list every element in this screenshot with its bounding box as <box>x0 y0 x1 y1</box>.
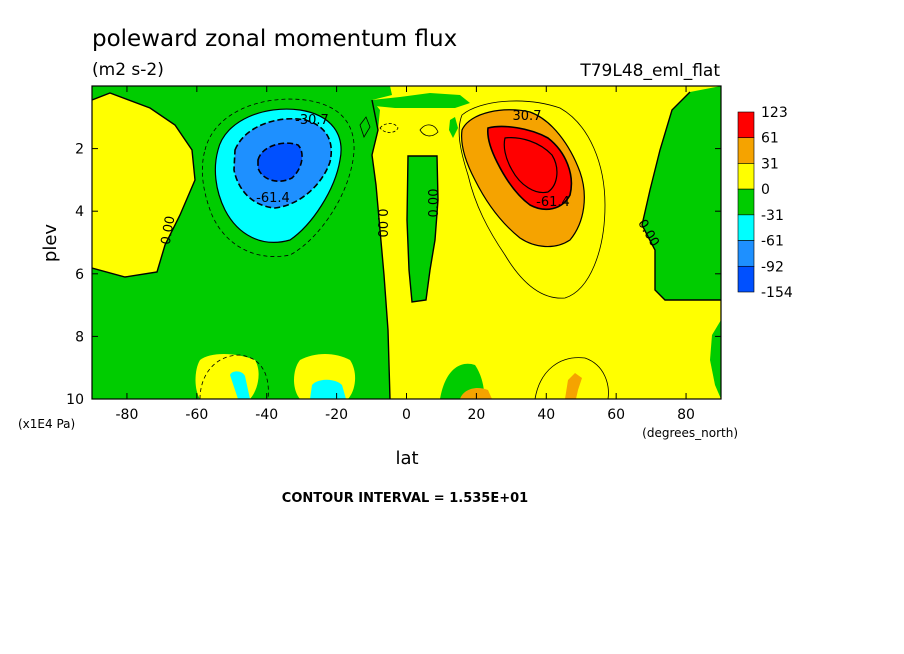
contour-neg-61 <box>233 118 332 209</box>
field-negative-ne <box>710 320 721 399</box>
contour-lines <box>92 91 721 399</box>
contour-neg-92 <box>257 142 303 182</box>
x-units-label: (degrees_north) <box>642 426 738 440</box>
contour-pos-61 <box>487 125 573 211</box>
x-tick-label: -60 <box>185 407 208 423</box>
y-tick-label: 6 <box>75 267 84 283</box>
y-tick-label: 2 <box>75 142 84 158</box>
x-tick-label: -20 <box>325 407 348 423</box>
colorbar-swatch <box>737 111 755 139</box>
colorbar-swatch <box>737 240 755 267</box>
contour-neg-15 <box>201 98 355 257</box>
contour-neg-30-a <box>214 108 342 243</box>
colorbar: 123 61 31 0 -31 -61 -92 -154 <box>737 105 793 301</box>
contour-pos-30 <box>461 109 585 248</box>
x-tick-label: -80 <box>116 407 139 423</box>
y-tick-label: 10 <box>66 392 84 408</box>
colorbar-swatch <box>737 188 755 216</box>
contour-interval-label: CONTOUR INTERVAL = 1.535E+01 <box>282 491 528 506</box>
y-axis-title: plev <box>40 224 61 263</box>
field-pos-lvl2 <box>487 126 572 210</box>
field-negative-small <box>449 117 458 138</box>
colorbar-label: -92 <box>761 259 784 275</box>
contour-field <box>92 86 721 399</box>
contour-zero-center <box>371 99 391 399</box>
colorbar-swatch <box>737 265 755 293</box>
x-tick-label: 80 <box>677 407 695 423</box>
field-negative-north <box>642 86 721 300</box>
contour-zero-mid <box>406 155 439 303</box>
contour-label: 30.7 <box>513 109 542 124</box>
y-units-label: (x1E4 Pa) <box>18 417 75 431</box>
contour-small-3 <box>419 124 439 137</box>
contour-zero-north <box>641 91 721 301</box>
colorbar-swatch <box>737 163 755 190</box>
y-tick-label: 8 <box>75 329 84 345</box>
contour-label: 0.00 <box>427 189 442 218</box>
field-positive-patch-sw <box>92 93 195 277</box>
colorbar-swatch <box>737 214 755 241</box>
contour-pos-92 <box>503 137 558 194</box>
contour-label: 0.00 <box>374 209 389 238</box>
contour-zero-south <box>92 92 196 278</box>
y-tick-label: 4 <box>75 204 84 220</box>
contour-north-bottom <box>534 357 609 399</box>
field-neg-lvl3 <box>258 143 303 182</box>
x-tick-label: 0 <box>402 407 411 423</box>
colorbar-label: 61 <box>761 131 779 147</box>
x-tick-label: 40 <box>537 407 555 423</box>
contour-label: -61.4 <box>536 195 570 210</box>
contour-south-bottom <box>199 354 269 399</box>
colorbar-swatch <box>737 137 755 164</box>
field-pos-surface <box>565 373 582 399</box>
contour-small-2 <box>379 123 399 133</box>
x-tick-label: 60 <box>607 407 625 423</box>
chart-units: (m2 s-2) <box>92 60 164 80</box>
y-axis: 2 4 6 8 10 <box>66 142 721 408</box>
colorbar-label: -61 <box>761 234 784 250</box>
chart-title: poleward zonal momentum flux <box>92 26 457 52</box>
contour-label: 0.00 <box>159 215 179 246</box>
colorbar-label: -154 <box>761 285 793 301</box>
contour-pos-15 <box>458 100 606 299</box>
contour-label: -61.4 <box>256 191 290 206</box>
contour-small-1 <box>359 116 371 138</box>
x-tick-label: 20 <box>467 407 485 423</box>
colorbar-label: -31 <box>761 208 784 224</box>
field-neg-surface-1 <box>230 371 250 399</box>
contour-label: -30.7 <box>295 113 329 128</box>
colorbar-label: 31 <box>761 156 779 172</box>
run-label: T79L48_eml_flat <box>579 61 720 81</box>
x-tick-label: -40 <box>255 407 278 423</box>
field-negative-top <box>372 93 470 108</box>
x-axis-title: lat <box>395 448 418 469</box>
colorbar-label: 123 <box>761 105 788 121</box>
colorbar-label: 0 <box>761 182 770 198</box>
x-axis: -80 -60 -40 -20 0 20 40 60 80 <box>116 86 695 423</box>
